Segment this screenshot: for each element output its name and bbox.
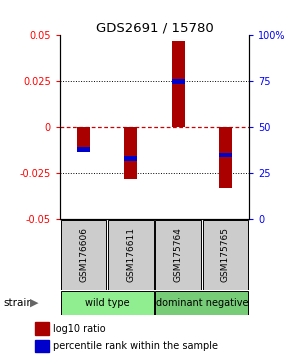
Bar bbox=[77, 127, 90, 149]
Title: GDS2691 / 15780: GDS2691 / 15780 bbox=[96, 21, 213, 34]
Bar bbox=[61, 291, 154, 315]
Text: percentile rank within the sample: percentile rank within the sample bbox=[53, 341, 218, 351]
Bar bbox=[77, 147, 90, 152]
Bar bbox=[172, 79, 185, 84]
Bar bbox=[124, 156, 137, 161]
Text: strain: strain bbox=[3, 298, 33, 308]
Bar bbox=[155, 220, 201, 290]
Bar bbox=[219, 153, 232, 157]
Bar bbox=[34, 322, 49, 335]
Bar bbox=[219, 127, 232, 188]
Text: GSM175765: GSM175765 bbox=[221, 227, 230, 282]
Text: dominant negative: dominant negative bbox=[155, 298, 248, 308]
Bar bbox=[61, 220, 106, 290]
Bar bbox=[172, 41, 185, 127]
Text: GSM176606: GSM176606 bbox=[79, 227, 88, 282]
Bar bbox=[203, 220, 248, 290]
Bar bbox=[108, 220, 154, 290]
Text: wild type: wild type bbox=[85, 298, 130, 308]
Bar bbox=[124, 127, 137, 179]
Bar bbox=[155, 291, 248, 315]
Text: GSM175764: GSM175764 bbox=[174, 227, 183, 282]
Bar bbox=[34, 340, 49, 352]
Text: ▶: ▶ bbox=[30, 298, 39, 308]
Text: log10 ratio: log10 ratio bbox=[53, 324, 106, 333]
Text: GSM176611: GSM176611 bbox=[126, 227, 135, 282]
